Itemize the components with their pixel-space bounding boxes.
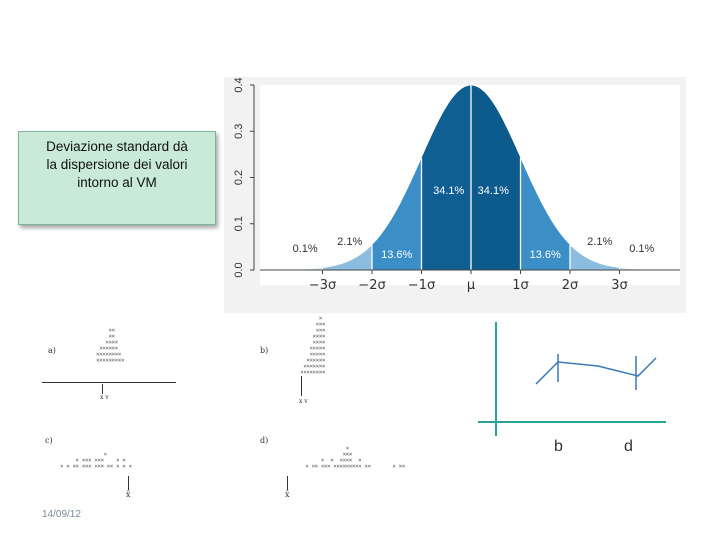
panel-a-crosses: ×× ×× ×××× ×××××× ×××××××× ××××××××× <box>96 327 125 364</box>
region-label-5: 13.6% <box>530 249 561 261</box>
callout-text: Deviazione standard dà la dispersione de… <box>46 139 188 190</box>
y-axis: 0.0 0.1 0.2 0.3 0.4 <box>233 77 255 278</box>
curve-regions <box>258 85 684 270</box>
y-tick-label-1: 0.1 <box>233 216 245 231</box>
x-tick-label-1: −2σ <box>358 278 385 293</box>
region-label-2: 13.6% <box>381 249 412 261</box>
panel-b: b) × ××× ××× ×××× ×××× ××××× ××××× ×××××… <box>255 312 415 408</box>
x-axis: −3σ −2σ −1σ μ 1σ 2σ 3σ <box>260 269 680 293</box>
y-tick-label-3: 0.3 <box>233 124 245 139</box>
curve-band-5 <box>520 158 570 270</box>
x-tick-label-0: −3σ <box>309 278 336 293</box>
sketch-graph <box>478 322 666 436</box>
panel-d-marker: x̄ <box>285 490 290 499</box>
curve-band-3 <box>421 85 471 270</box>
panel-c: c) × × ××× ××× × × × × ×× ××× ××× ×× × ×… <box>40 432 220 502</box>
region-label-4: 34.1% <box>478 185 509 197</box>
region-label-3: 34.1% <box>433 185 464 197</box>
curve-band-4 <box>471 85 521 270</box>
y-tick-label-2: 0.2 <box>233 170 245 185</box>
panel-b-marker: x v <box>299 398 308 405</box>
x-tick-label-4: 1σ <box>512 278 529 293</box>
panel-d: d) × ××× × × ×××× × × ×× ××× ××××××××× ×… <box>255 432 465 502</box>
curve-band-2 <box>372 158 422 270</box>
region-label-1: 2.1% <box>337 236 362 248</box>
panel-d-crosses: × ××× × × ×××× × × ×× ××× ××××××××× ×× ×… <box>305 445 405 470</box>
panel-c-arrow <box>128 476 129 490</box>
panel-c-crosses: × × ××× ××× × × × × ×× ××× ××× ×× × × × <box>60 451 132 470</box>
callout-box: Deviazione standard dà la dispersione de… <box>18 131 216 225</box>
panel-d-arrow <box>287 476 288 490</box>
panel-a-baseline <box>42 382 176 383</box>
y-tick-label-0: 0.0 <box>233 262 245 277</box>
region-labels: 0.1% 2.1% 13.6% 34.1% 34.1% 13.6% 2.1% 0.1% <box>293 185 655 261</box>
region-label-0: 0.1% <box>293 243 318 255</box>
x-tick-label-6: 3σ <box>611 278 628 293</box>
region-label-6: 2.1% <box>587 236 612 248</box>
panel-b-label: b) <box>260 346 269 355</box>
curve-band-1 <box>322 245 372 270</box>
sketch-line <box>535 357 657 385</box>
panel-a-arrow <box>102 384 103 394</box>
panel-d-label: d) <box>260 436 269 445</box>
panel-a: a) ×× ×× ×××× ×××××× ×××××××× ××××××××× … <box>40 320 200 410</box>
panel-b-arrow <box>301 376 302 396</box>
region-label-7: 0.1% <box>629 243 654 255</box>
y-tick-label-4: 0.4 <box>233 77 245 92</box>
normal-distribution-chart: 0.0 0.1 0.2 0.3 0.4 −3σ −2σ −1σ μ 1σ 2σ 3σ 0.1% 2.1… <box>224 77 686 313</box>
x-tick-label-3: μ <box>467 278 475 293</box>
sketch-label-d: d <box>624 438 633 455</box>
sketch-label-b: b <box>554 438 563 455</box>
panel-c-marker: x̄ <box>126 490 131 499</box>
x-tick-label-2: −1σ <box>408 278 435 293</box>
panel-a-marker: x v <box>100 394 109 401</box>
panel-a-label: a) <box>48 346 56 355</box>
panel-b-crosses: × ××× ××× ×××× ×××× ××××× ××××× ×××××× ×… <box>300 315 326 376</box>
panel-c-label: c) <box>45 436 53 445</box>
curve-band-6 <box>570 245 620 270</box>
x-tick-label-5: 2σ <box>562 278 579 293</box>
footer-date: 14/09/12 <box>42 509 81 520</box>
